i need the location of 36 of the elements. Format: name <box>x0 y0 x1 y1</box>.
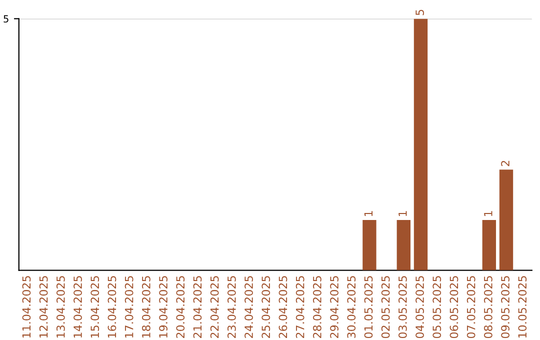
x-tick-label: 02.05.2025 <box>381 276 390 338</box>
x-tick-label: 20.04.2025 <box>176 276 185 338</box>
x-tick-label: 12.04.2025 <box>39 276 48 338</box>
x-tick-label: 30.04.2025 <box>347 276 356 338</box>
data-label: 1 <box>398 211 407 216</box>
x-tick-label: 09.05.2025 <box>501 276 510 338</box>
x-tick-label: 22.04.2025 <box>210 276 219 338</box>
data-label: 2 <box>501 160 510 166</box>
x-tick-label: 29.04.2025 <box>330 276 338 338</box>
data-label: 1 <box>364 211 373 216</box>
x-tick-label: 04.05.2025 <box>416 276 424 338</box>
text: 5 <box>4 15 8 23</box>
x-tick-label: 23.04.2025 <box>227 276 236 338</box>
x-tick-label: 17.04.2025 <box>124 276 134 338</box>
x-tick-label: 28.04.2025 <box>312 276 322 338</box>
data-label: 1 <box>484 211 492 216</box>
x-tick-label: 18.04.2025 <box>142 276 150 338</box>
x-tick-label: 05.05.2025 <box>432 276 442 338</box>
x-tick-label: 08.05.2025 <box>484 276 492 338</box>
data-label: 5 <box>416 10 424 16</box>
x-tick-label: 26.04.2025 <box>278 276 288 338</box>
x-tick-label: 24.04.2025 <box>244 276 253 338</box>
x-tick-label: 25.04.2025 <box>262 276 270 338</box>
x-tick-label: 07.05.2025 <box>466 276 476 338</box>
x-tick-label: 13.04.2025 <box>56 276 65 338</box>
x-tick-label: 10.05.2025 <box>518 276 527 338</box>
x-tick-label: 16.04.2025 <box>108 276 116 338</box>
x-tick-label: 27.04.2025 <box>296 276 304 338</box>
x-tick-label: 03.05.2025 <box>398 276 407 338</box>
x-tick-label: 06.05.2025 <box>450 276 458 338</box>
x-tick-label: 15.04.2025 <box>90 276 100 338</box>
x-tick-label: 14.04.2025 <box>74 276 82 338</box>
x-tick-label: 21.04.2025 <box>193 276 202 338</box>
x-tick-label: 19.04.2025 <box>159 276 168 338</box>
x-tick-label: 01.05.2025 <box>364 276 373 338</box>
x-tick-label: 11.04.2025 <box>22 276 31 338</box>
